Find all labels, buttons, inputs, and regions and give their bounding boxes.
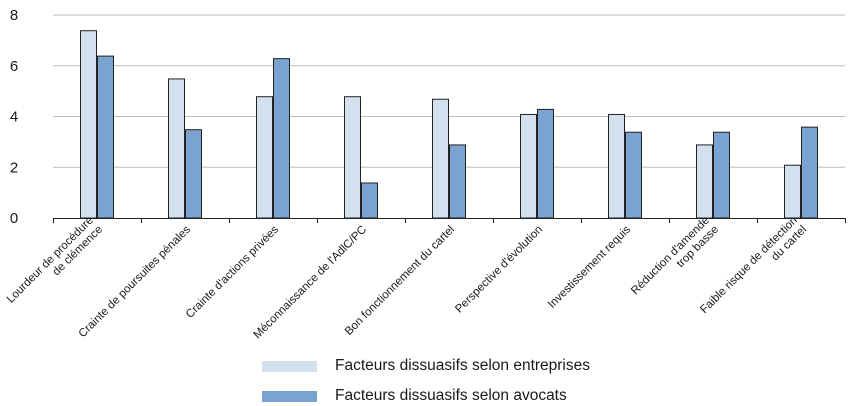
category-label: Lourdeur de procédurede clémence [5, 214, 105, 314]
bars [80, 30, 818, 219]
bar [361, 182, 378, 219]
category-label-line: Réduction d'amende [629, 214, 712, 297]
legend-label-entreprises: Facteurs dissuasifs selon entreprises [335, 357, 591, 374]
y-tick-label: 4 [10, 109, 18, 126]
bar [696, 144, 713, 219]
category-label-line: Lourdeur de procédure [5, 214, 96, 305]
legend-swatch-avocats [262, 390, 317, 402]
category-label: Crainte d'actions privées [184, 223, 281, 320]
y-axis-ticks: 0 2 4 6 8 [10, 7, 18, 227]
bar [168, 78, 185, 219]
category-label-line: Investissement requis [546, 223, 633, 310]
legend-item-avocats: Facteurs dissuasifs selon avocats [262, 386, 567, 406]
bar [608, 113, 625, 219]
y-tick-label: 6 [10, 58, 18, 75]
legend-swatch-entreprises [262, 360, 317, 372]
bar [449, 144, 466, 219]
bar [625, 131, 642, 219]
bar [713, 131, 730, 219]
bar [256, 96, 273, 219]
bar [784, 164, 801, 219]
legend-item-entreprises: Facteurs dissuasifs selon entreprises [262, 356, 590, 376]
bar [97, 55, 114, 219]
category-label: Réduction d'amendetrop basse [629, 214, 721, 306]
bar [80, 30, 97, 219]
bar [344, 96, 361, 219]
bar [273, 58, 290, 219]
category-label: Perspective d'évolution [453, 224, 545, 316]
y-tick-label: 0 [10, 210, 18, 227]
bar [520, 113, 537, 219]
category-label: Investissement requis [546, 223, 633, 310]
legend-label-avocats: Facteurs dissuasifs selon avocats [335, 387, 567, 404]
bar [537, 108, 554, 219]
category-labels: Lourdeur de procédurede clémence Crainte … [5, 214, 809, 341]
bar [185, 129, 202, 219]
y-tick-label: 2 [10, 159, 18, 176]
bar [801, 126, 818, 219]
x-axis [53, 218, 846, 223]
bar [432, 98, 449, 219]
y-tick-label: 8 [10, 7, 18, 24]
category-label-line: Perspective d'évolution [453, 224, 545, 316]
category-label-line: Crainte d'actions privées [184, 223, 281, 320]
